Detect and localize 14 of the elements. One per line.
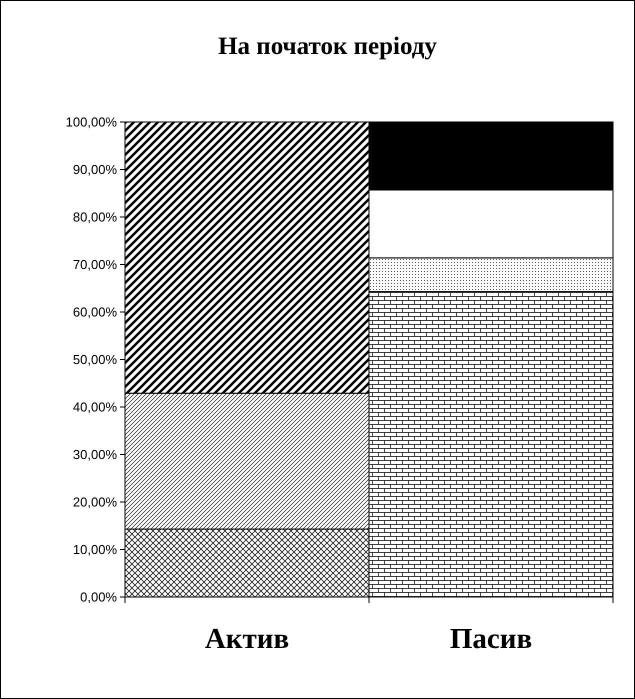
y-tick-label: 100,00%	[66, 114, 118, 130]
chart-title: На початок періоду	[218, 33, 438, 60]
y-tick-label: 40,00%	[72, 400, 118, 415]
y-tick-label: 70,00%	[72, 257, 118, 272]
y-tick-label: 10,00%	[72, 542, 118, 558]
y-tick-label: 50,00%	[72, 352, 118, 368]
y-tick-label: 90,00%	[72, 162, 118, 178]
y-tick-label: 80,00%	[72, 210, 118, 225]
y-tick-label: 60,00%	[72, 304, 118, 320]
x-tick-label: Актив	[204, 623, 290, 655]
y-tick-label: 30,00%	[72, 447, 118, 462]
y-tick-label: 20,00%	[72, 494, 118, 510]
y-tick-label: 0,00%	[80, 590, 118, 605]
x-tick-label: Пасив	[450, 623, 532, 655]
